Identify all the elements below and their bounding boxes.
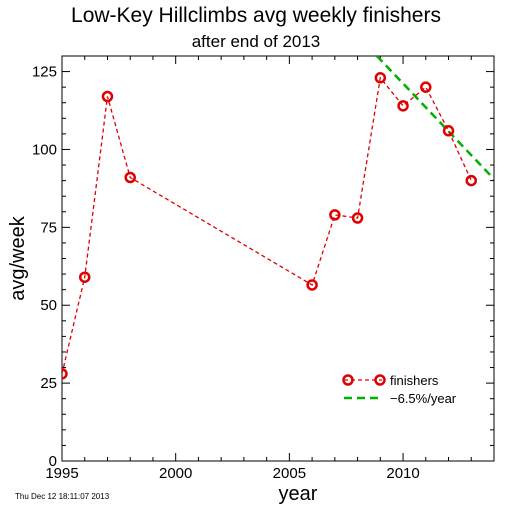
y-tick-label: 0: [49, 453, 57, 470]
chart-title: Low-Key Hillclimbs avg weekly finishers: [71, 4, 441, 27]
finishers-point: [397, 100, 409, 112]
x-tick-label: 2000: [159, 465, 192, 482]
chart-subtitle: after end of 2013: [191, 32, 321, 51]
finishers-point: [306, 279, 318, 291]
x-tick-label: 1995: [45, 465, 78, 482]
x-axis-label: year: [279, 483, 318, 505]
legend-finishers-marker: [374, 374, 386, 386]
finishers-point: [420, 81, 432, 93]
finishers-point: [351, 212, 364, 224]
y-tick-label: 50: [40, 297, 57, 314]
finishers-line: [62, 76, 472, 374]
legend-finishers-label: finishers: [390, 373, 439, 388]
y-tick-label: 100: [32, 141, 57, 158]
finishers-point: [374, 72, 387, 84]
finishers-point: [78, 271, 91, 283]
finishers-point: [442, 125, 455, 137]
x-tick-label: 2010: [386, 465, 419, 482]
finishers-point: [101, 90, 114, 103]
y-tick-label: 25: [40, 375, 57, 392]
plot-series: [62, 56, 494, 380]
legend-fit-label: −6.5%/year: [390, 391, 457, 406]
y-tick-label: 75: [40, 219, 57, 236]
legend-finishers-marker: [342, 374, 354, 386]
x-tick-label: 2005: [273, 465, 306, 482]
y-tick-label: 125: [32, 64, 57, 81]
y-axis-label: avg/week: [7, 215, 29, 300]
finishers-point: [62, 368, 68, 380]
timestamp: Thu Dec 12 18:11:07 2013: [15, 492, 110, 501]
finishers-point: [329, 209, 341, 221]
finishers-point: [124, 171, 136, 184]
fit-line: [375, 56, 494, 180]
legend: finishers −6.5%/year: [342, 373, 457, 406]
finishers-point: [465, 174, 478, 187]
